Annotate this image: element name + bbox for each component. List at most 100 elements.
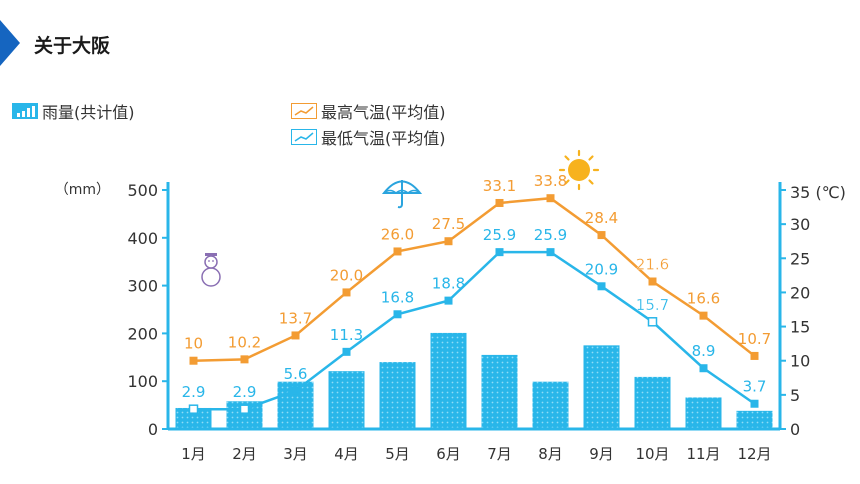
x-tick-label: 2月 — [232, 445, 257, 463]
x-tick-label: 6月 — [436, 445, 461, 463]
low-temp-point-8 — [546, 248, 555, 257]
high-temp-data-label: 21.6 — [636, 256, 669, 274]
x-tick-label: 4月 — [334, 445, 359, 463]
high-temp-point-2 — [240, 355, 249, 364]
left-tick-label: 500 — [127, 181, 158, 200]
low-temp-point-2 — [239, 404, 250, 414]
page-title: 关于大阪 — [34, 35, 111, 57]
title-chevron-icon — [0, 20, 20, 66]
x-tick-label: 12月 — [737, 445, 771, 463]
legend-rain: 雨量(共计值) — [12, 99, 135, 123]
rain-bar-10 — [634, 376, 671, 429]
high-temp-point-1 — [189, 356, 198, 365]
high-temp-data-label: 28.4 — [585, 209, 618, 227]
low-temp-data-label: 18.8 — [432, 275, 465, 293]
umbrella-icon — [381, 180, 423, 209]
low-temp-point-6 — [444, 296, 453, 305]
x-tick-label: 7月 — [487, 445, 512, 463]
high-temp-point-5 — [393, 247, 402, 256]
left-tick-label: 400 — [127, 229, 158, 248]
right-tick-label: 0 — [790, 420, 800, 439]
low-temp-data-label: 2.9 — [182, 383, 206, 401]
x-tick-label: 8月 — [538, 445, 563, 463]
low-temp-data-label: 5.6 — [284, 365, 308, 383]
legend-rain-label: 雨量(共计值) — [42, 103, 135, 122]
low-temp-point-10 — [647, 317, 658, 327]
low-temp-data-label: 8.9 — [692, 342, 716, 360]
right-tick-label: 10 — [790, 352, 810, 371]
x-tick-label: 9月 — [589, 445, 614, 463]
low-temp-point-11 — [699, 364, 708, 373]
left-tick-label: 0 — [148, 420, 158, 439]
rain-bar-11 — [685, 397, 722, 429]
legend-low: 最低气温(平均值) — [291, 125, 446, 149]
low-temp-data-label: 20.9 — [585, 260, 618, 278]
high-temp-data-label: 10 — [184, 335, 203, 353]
right-tick-label: 25 — [790, 249, 810, 268]
rain-bar-7 — [481, 354, 518, 429]
high-temp-point-9 — [597, 231, 606, 240]
rain-bar-4 — [328, 371, 365, 429]
rain-bar-5 — [379, 362, 416, 429]
high-temp-point-7 — [495, 198, 504, 207]
left-tick-label: 200 — [127, 324, 158, 343]
x-tick-label: 3月 — [283, 445, 308, 463]
low-temp-data-label: 3.7 — [743, 378, 767, 396]
right-tick-label: 20 — [790, 283, 810, 302]
low-temp-data-label: 2.9 — [233, 383, 257, 401]
legend-low-label: 最低气温(平均值) — [321, 129, 446, 148]
low-temp-data-label: 16.8 — [381, 288, 414, 306]
right-tick-label: 30 — [790, 215, 810, 234]
low-temp-point-7 — [495, 248, 504, 257]
low-temp-point-12 — [750, 399, 759, 408]
low-temp-data-label: 25.9 — [483, 226, 516, 244]
rain-bar-9 — [583, 345, 620, 429]
rain-bar-6 — [430, 332, 467, 429]
title-bar: 关于大阪 — [0, 18, 860, 68]
low-temp-line — [193, 250, 756, 411]
right-axis-unit: 35 (℃) — [790, 183, 846, 202]
high-temp-data-label: 33.8 — [534, 172, 567, 190]
high-temp-data-label: 26.0 — [381, 225, 414, 243]
x-tick-label: 5月 — [385, 445, 410, 463]
high-temp-data-label: 20.0 — [330, 266, 363, 284]
legend-high: 最高气温(平均值) — [291, 99, 446, 123]
snowman-icon — [201, 253, 221, 287]
low-temp-data-label: 11.3 — [330, 326, 363, 344]
left-tick-label: 300 — [127, 277, 158, 296]
bar-legend-icon — [12, 103, 38, 119]
left-axis-unit: （mm） — [55, 182, 110, 198]
low-temp-point-4 — [342, 347, 351, 356]
high-temp-data-label: 13.7 — [279, 309, 312, 327]
right-tick-label: 15 — [790, 318, 810, 337]
low-line-legend-icon — [291, 129, 317, 145]
high-temp-point-6 — [444, 237, 453, 246]
rain-bar-12 — [736, 410, 773, 429]
rain-bar-1 — [175, 407, 212, 429]
right-tick-label: 5 — [790, 386, 800, 405]
high-temp-point-10 — [648, 277, 657, 286]
high-temp-data-label: 27.5 — [432, 215, 465, 233]
high-temp-data-label: 10.2 — [228, 333, 261, 351]
high-temp-data-label: 33.1 — [483, 177, 516, 195]
high-temp-point-8 — [546, 194, 555, 203]
high-temp-point-4 — [342, 288, 351, 297]
high-temp-point-3 — [291, 331, 300, 340]
x-tick-label: 1月 — [181, 445, 206, 463]
left-tick-label: 100 — [127, 372, 158, 391]
high-temp-data-label: 10.7 — [738, 330, 771, 348]
low-temp-data-label: 25.9 — [534, 226, 567, 244]
low-temp-point-1 — [188, 404, 199, 414]
low-temp-point-3 — [291, 386, 300, 395]
x-tick-label: 10月 — [635, 445, 669, 463]
high-temp-point-11 — [699, 311, 708, 320]
low-temp-point-5 — [393, 310, 402, 319]
x-tick-label: 11月 — [686, 445, 720, 463]
high-temp-point-12 — [750, 351, 759, 360]
rain-bar-8 — [532, 381, 569, 429]
legend-high-label: 最高气温(平均值) — [321, 103, 446, 122]
high-temp-data-label: 16.6 — [687, 290, 720, 308]
high-temp-line — [193, 196, 756, 362]
sun-icon — [558, 149, 600, 191]
